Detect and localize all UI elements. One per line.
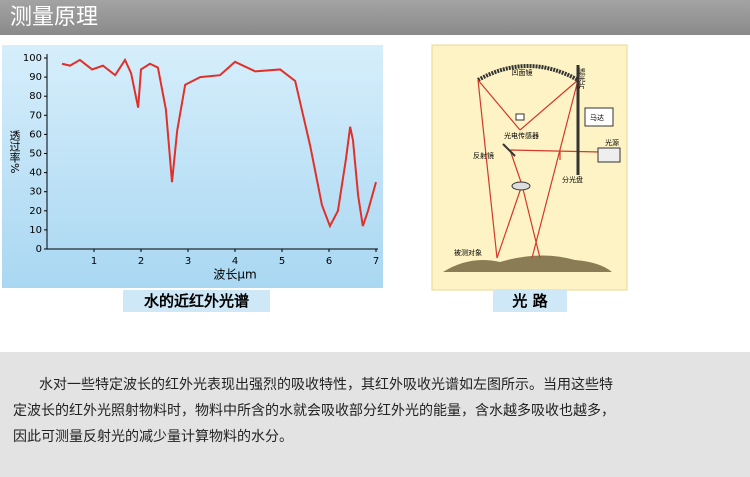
diagram-label: 分光盘 [562, 175, 583, 184]
x-tick-label: 7 [373, 256, 379, 267]
chart: 凹面镜 滤光片 马达 光电传感器 反射镜 光源 分光盘 被测对象 0 10 20 30… [2, 44, 628, 291]
ground [443, 255, 612, 272]
y-tick-label: 80 [29, 91, 42, 102]
spectrum-caption: 水的近红外光谱 [123, 290, 270, 312]
diagram-panel [431, 44, 628, 291]
x-tick-label: 2 [138, 256, 144, 267]
source [597, 147, 621, 163]
diagram-label: 光电传感器 [504, 131, 539, 140]
motor [584, 107, 614, 127]
chart-panel [2, 45, 383, 288]
diagram: 凹面镜 滤光片 马达 光电传感器 反射镜 光源 分光盘 被测对象 [431, 44, 628, 291]
y-tick-label: 60 [29, 129, 42, 140]
x-axis-label: 波长μm [213, 268, 256, 282]
y-tick-label: 100 [23, 53, 42, 64]
diagram-label: 滤光片 [578, 67, 586, 90]
y-tick-label: 30 [29, 187, 42, 198]
sensor [515, 113, 525, 121]
x-tick-label: 3 [185, 256, 191, 267]
y-tick-label: 10 [29, 225, 42, 236]
diagram-label: 光源 [605, 138, 619, 147]
paragraph: 水对一些特定波长的红外光表现出强烈的吸收特性，其红外吸收光谱如左图所示。当用这些… [0, 352, 750, 477]
x-tick-label: 4 [232, 256, 238, 267]
diagram-label: 被测对象 [454, 248, 482, 257]
diagram-label: 反射镜 [473, 151, 494, 160]
x-tick-label: 1 [91, 256, 97, 267]
y-tick-label: 90 [29, 72, 42, 83]
lens [511, 181, 531, 191]
y-tick-label: 40 [29, 168, 42, 179]
x-tick-label: 5 [279, 256, 285, 267]
y-tick-label: 70 [29, 110, 42, 121]
diagram-label: 马达 [590, 113, 604, 122]
y-tick-label: 0 [36, 244, 42, 255]
paragraph-line: 定波长的红外光照射物料时，物料中所含的水就会吸收部分红外光的能量，含水越多吸收也… [13, 403, 615, 419]
y-tick-label: 20 [29, 206, 42, 217]
y-axis-label: 透过率% [8, 130, 21, 174]
line-series [61, 57, 377, 229]
diagram-caption: 光 路 [493, 290, 567, 312]
x-tick-label: 6 [326, 256, 332, 267]
paragraph-line: 因此可测量反射光的减少量计算物料的水分。 [13, 429, 293, 445]
paragraph-line: 水对一些特定波长的红外光表现出强烈的吸收特性，其红外吸收光谱如左图所示。当用这些… [39, 377, 613, 393]
reflector [502, 143, 516, 157]
mirror [477, 64, 579, 82]
header-title: 测量原理 [0, 0, 750, 35]
diagram-label: 凹面镜 [512, 68, 533, 77]
y-tick-label: 50 [29, 149, 42, 160]
